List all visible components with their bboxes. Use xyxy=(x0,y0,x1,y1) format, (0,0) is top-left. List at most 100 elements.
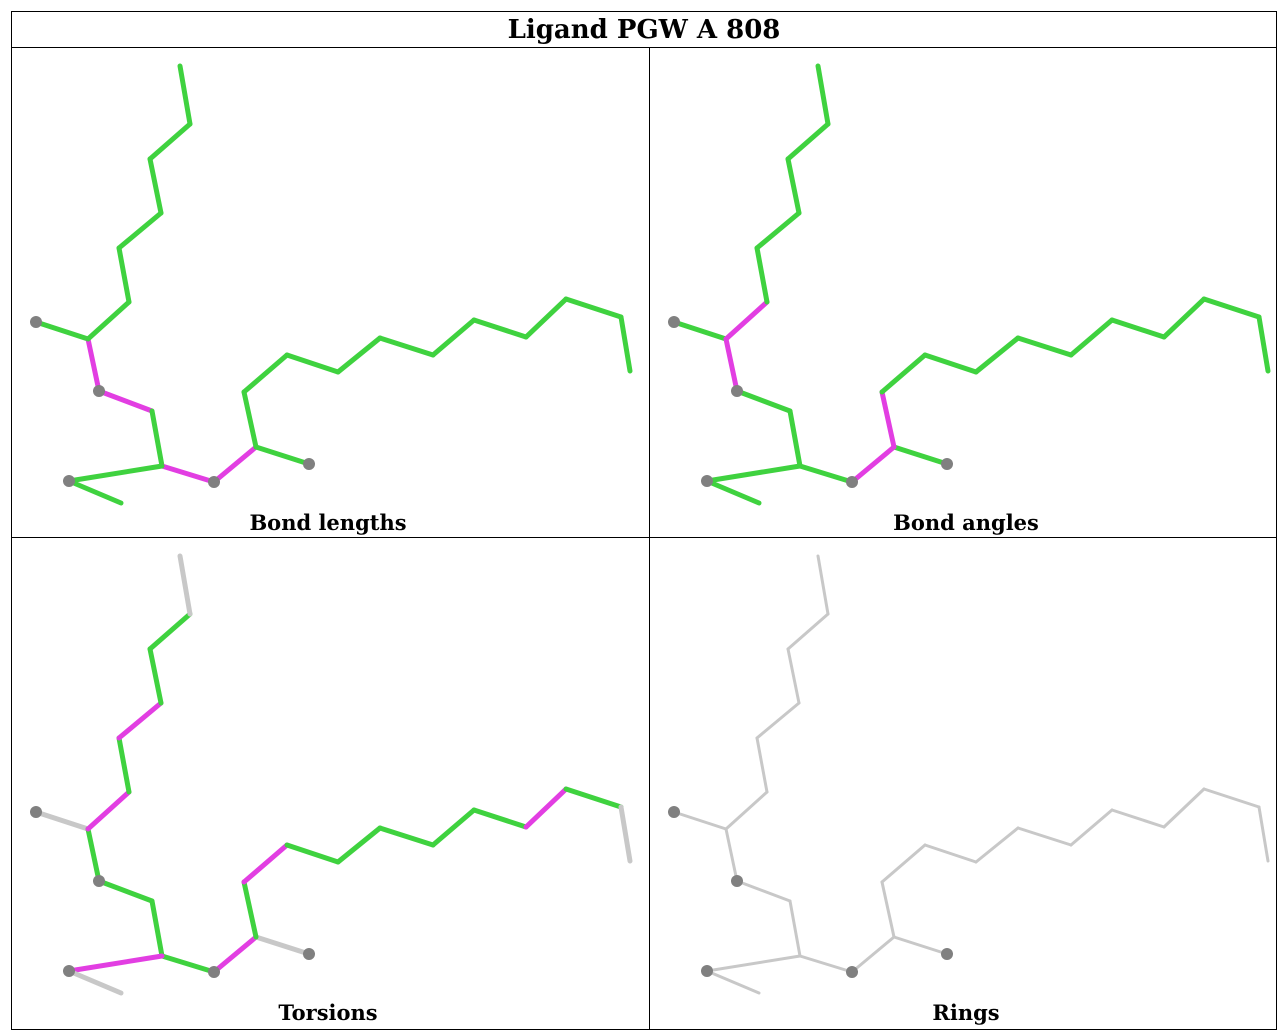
bond-line xyxy=(85,789,132,832)
bond-line xyxy=(66,953,165,974)
bond-line xyxy=(85,826,102,884)
caption-bond-lengths: Bond lengths xyxy=(249,510,407,535)
atom-ball xyxy=(731,385,743,397)
bond-line xyxy=(1161,296,1207,340)
panel-bond-lengths: Bond lengths xyxy=(13,49,643,538)
bond-line xyxy=(1257,805,1270,863)
bond-line xyxy=(335,825,383,865)
molecule-rings xyxy=(668,554,1270,995)
bond-line xyxy=(147,611,193,652)
bond-line xyxy=(815,63,831,127)
bond-line xyxy=(755,736,769,794)
bond-line xyxy=(704,463,803,484)
bond-line xyxy=(922,352,979,375)
bond-line xyxy=(1109,317,1167,340)
molecule-bond-lengths xyxy=(30,63,633,506)
ligand-table: Ligand PGW A 808 Bond lengths Bond angle… xyxy=(11,11,1277,1030)
bond-line xyxy=(754,245,770,305)
bond-line xyxy=(785,156,802,216)
bond-line xyxy=(33,809,91,832)
bond-line xyxy=(816,554,830,616)
atom-ball xyxy=(701,965,713,977)
bond-line xyxy=(892,935,949,956)
bond-line xyxy=(523,296,569,340)
bond-line xyxy=(471,807,529,830)
bond-line xyxy=(335,335,383,375)
bond-line xyxy=(241,842,290,885)
bond-line xyxy=(1069,808,1114,847)
bond-line xyxy=(85,336,102,394)
bond-line xyxy=(755,701,801,740)
atom-ball xyxy=(208,476,220,488)
bond-line xyxy=(284,352,341,375)
bond-line xyxy=(734,388,793,414)
bond-line xyxy=(788,899,802,958)
bond-line xyxy=(671,319,729,342)
bond-line xyxy=(211,934,259,975)
bond-line xyxy=(1202,787,1261,809)
bond-line xyxy=(66,968,124,996)
bond-line xyxy=(1201,296,1262,320)
bond-line xyxy=(563,296,624,320)
atom-ball xyxy=(846,476,858,488)
bond-line xyxy=(85,299,132,342)
bond-line xyxy=(253,444,312,467)
bond-line xyxy=(973,335,1021,375)
bond-line xyxy=(430,317,477,358)
panel-rings: Rings xyxy=(651,539,1278,1028)
bond-line xyxy=(786,612,830,651)
bond-line xyxy=(241,352,290,395)
bond-line xyxy=(177,553,193,617)
bond-line xyxy=(149,408,165,469)
atom-ball xyxy=(701,475,713,487)
bond-line xyxy=(672,810,728,831)
bond-line xyxy=(786,647,801,705)
bond-line xyxy=(96,388,155,414)
atom-ball xyxy=(30,806,42,818)
bond-line xyxy=(33,319,91,342)
bond-line xyxy=(284,842,341,865)
bond-line xyxy=(787,408,803,469)
bond-line xyxy=(147,121,193,162)
atom-ball xyxy=(63,475,75,487)
panel-bond-angles: Bond angles xyxy=(651,49,1278,538)
bond-line xyxy=(879,389,897,450)
atom-ball xyxy=(941,458,953,470)
bond-line xyxy=(705,954,802,973)
bond-line xyxy=(241,389,259,450)
bond-line xyxy=(891,444,950,467)
bond-line xyxy=(377,335,436,358)
bond-line xyxy=(1162,787,1206,829)
bond-line xyxy=(430,807,477,848)
bond-line xyxy=(147,646,164,706)
bond-line xyxy=(850,935,896,974)
bond-line xyxy=(724,790,769,831)
atom-ball xyxy=(93,875,105,887)
bond-line xyxy=(849,444,897,485)
caption-bond-angles: Bond angles xyxy=(893,510,1039,535)
column-divider xyxy=(649,48,650,1029)
row-divider xyxy=(12,537,1276,538)
bond-line xyxy=(253,934,312,957)
bond-line xyxy=(880,880,896,939)
bond-line xyxy=(723,336,740,394)
atom-ball xyxy=(668,806,680,818)
bond-line xyxy=(618,314,633,374)
bond-line xyxy=(211,444,259,485)
caption-rings: Rings xyxy=(932,1000,1000,1025)
atom-ball xyxy=(303,458,315,470)
bond-line xyxy=(705,969,761,995)
atom-ball xyxy=(30,316,42,328)
bond-line xyxy=(147,156,164,216)
bond-line xyxy=(377,825,436,848)
bond-line xyxy=(1016,826,1073,847)
panel-torsions: Torsions xyxy=(13,539,643,1028)
bond-line xyxy=(66,478,124,506)
bond-line xyxy=(116,210,164,251)
bond-line xyxy=(116,700,164,741)
bond-line xyxy=(159,463,217,485)
atom-ball xyxy=(93,385,105,397)
bond-line xyxy=(66,463,165,484)
bond-line xyxy=(241,879,259,940)
atom-ball xyxy=(941,948,953,960)
